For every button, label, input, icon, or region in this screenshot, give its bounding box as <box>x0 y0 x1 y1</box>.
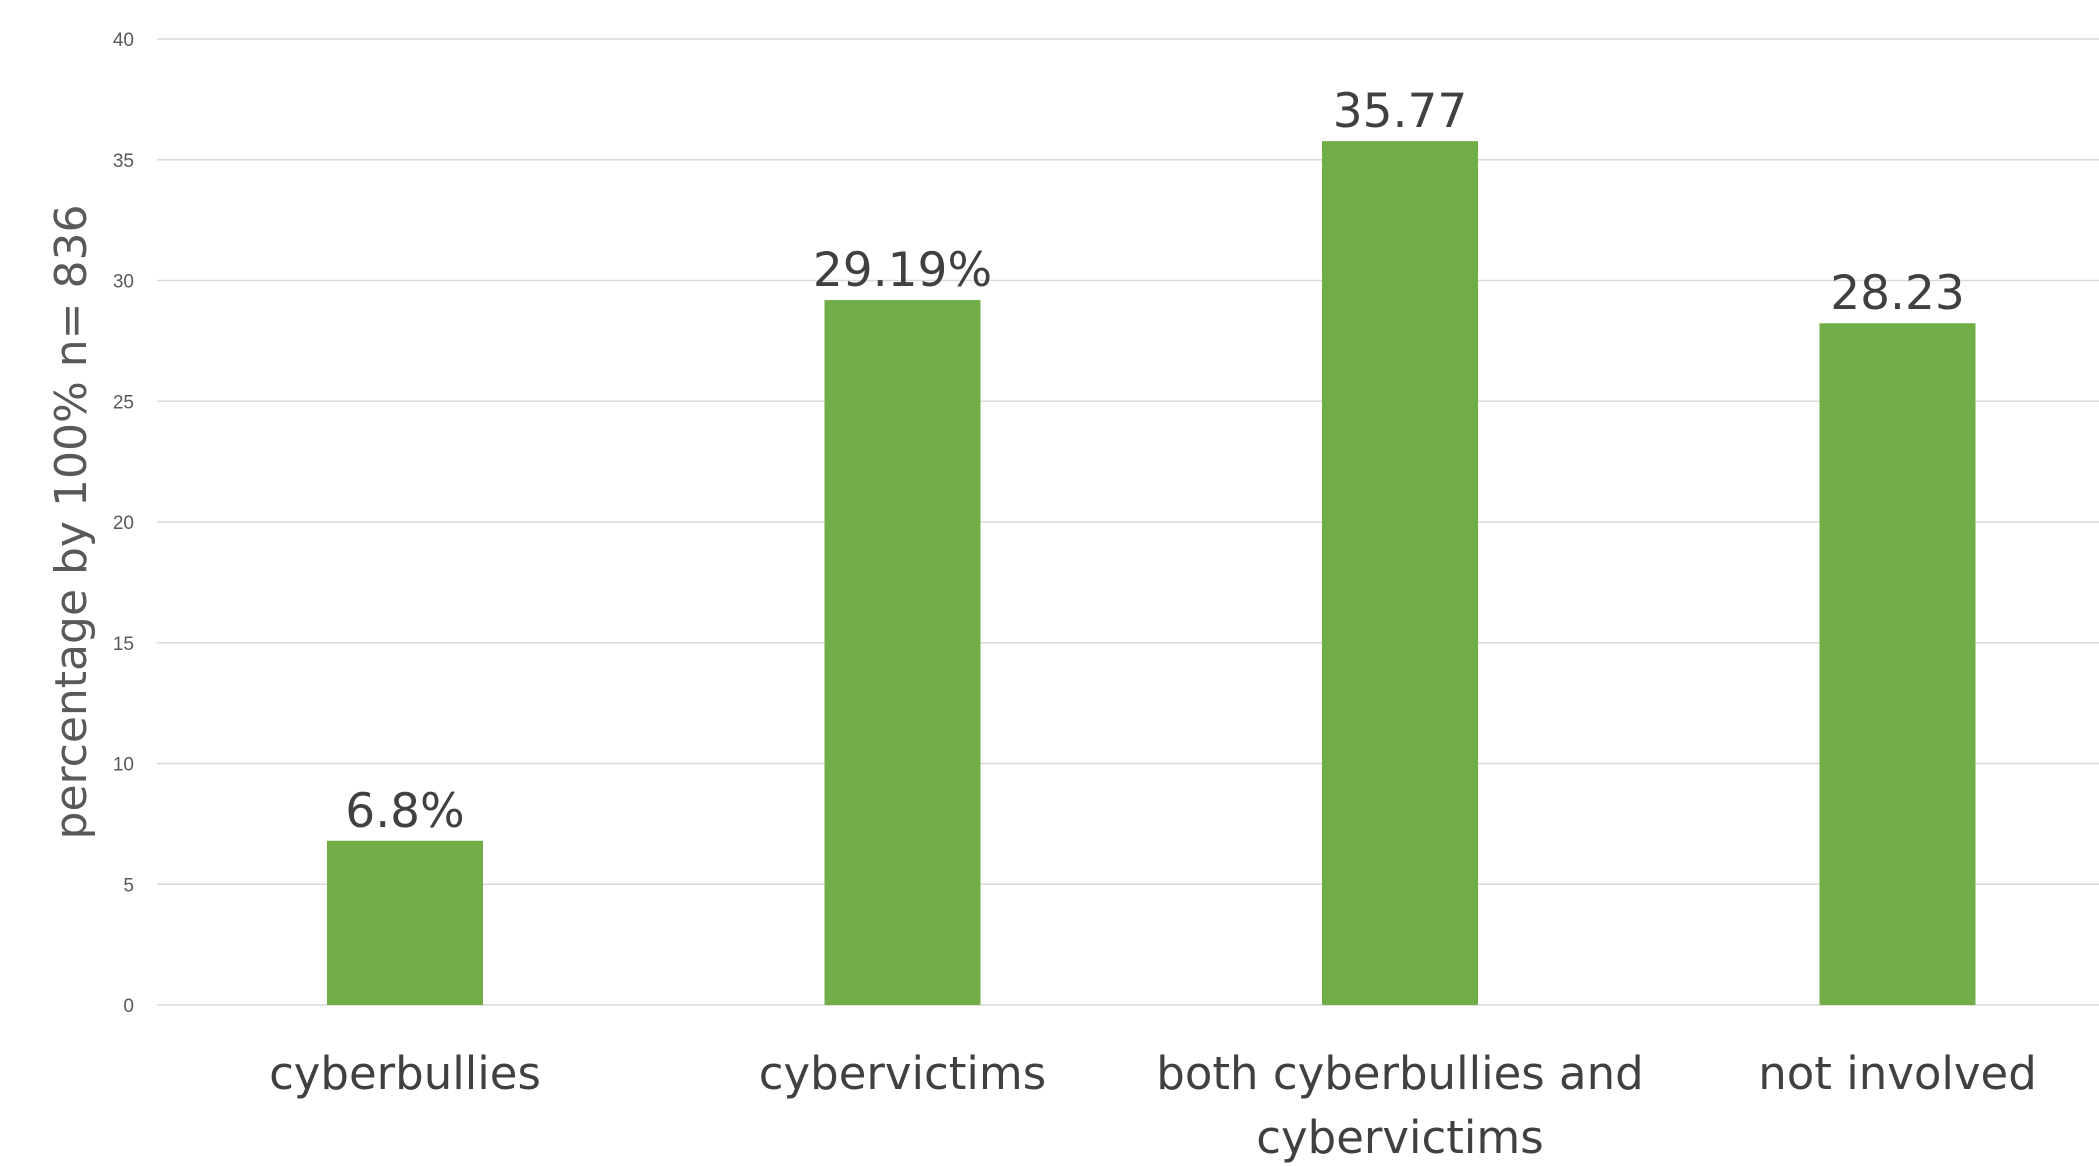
data-label: 28.23 <box>1830 266 1965 321</box>
bar <box>1819 323 1976 1006</box>
y-tick-label: 15 <box>113 634 134 655</box>
bar <box>327 840 483 1005</box>
y-tick-label: 35 <box>113 151 134 172</box>
data-label: 35.77 <box>1333 84 1468 139</box>
y-tick-label: 20 <box>113 513 134 534</box>
y-tick-label: 5 <box>123 875 134 896</box>
x-tick-label: both cyberbullies and <box>1156 1047 1643 1100</box>
x-tick-label: cybervictims <box>759 1047 1046 1100</box>
x-tick-label: not involved <box>1758 1047 2037 1100</box>
y-axis-ticks: 0 5 10 15 20 25 30 35 40 <box>113 30 134 1017</box>
bars <box>327 141 1976 1006</box>
x-tick-label: cybervictims <box>1256 1111 1543 1164</box>
data-label: 6.8% <box>345 784 464 839</box>
y-tick-label: 0 <box>123 996 134 1017</box>
data-label: 29.19% <box>813 243 992 298</box>
bar <box>824 300 981 1005</box>
y-tick-label: 10 <box>113 755 134 776</box>
bar <box>1322 141 1478 1006</box>
y-tick-label: 25 <box>113 392 134 413</box>
x-axis-labels: cyberbullies cybervictims both cyberbullie… <box>269 1047 2037 1164</box>
y-axis-label: percentage by 100% n= 836 <box>46 205 97 840</box>
data-labels: 6.8% 29.19% 35.77 28.23 <box>345 84 1964 839</box>
x-tick-label: cyberbullies <box>269 1047 541 1100</box>
y-tick-label: 40 <box>113 30 134 51</box>
y-tick-label: 30 <box>113 272 134 293</box>
